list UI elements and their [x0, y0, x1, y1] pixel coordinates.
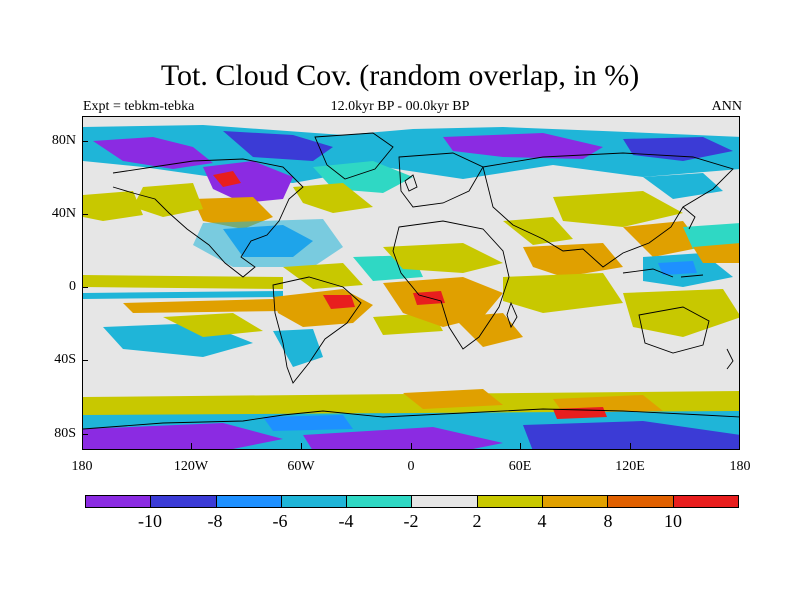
arctic-purple-2: [223, 131, 333, 161]
new-zealand-coast: [726, 348, 734, 370]
equatorial-cyan-line: [83, 291, 283, 299]
pacific-west-cyan: [683, 223, 739, 251]
south-america-cyan: [273, 329, 323, 367]
japan-coast: [682, 206, 696, 230]
indian-ocean-orange: [523, 243, 623, 277]
map-title: Tot. Cloud Cov. (random overlap, in %): [160, 59, 640, 92]
period-label: 12.0kyr BP - 00.0kyr BP: [330, 99, 470, 114]
lon-label-180e: 180: [729, 459, 751, 474]
anomaly-patches: [83, 125, 739, 449]
south-america-coast: [272, 276, 362, 384]
colorbar: [85, 495, 739, 508]
colorbar-label: 8: [603, 511, 613, 531]
australia-yellow: [623, 289, 739, 337]
lon-label-60w: 60W: [287, 459, 315, 474]
lon-label-60e: 60E: [508, 459, 532, 474]
colorbar-label: 10: [664, 511, 682, 531]
uk-coast: [404, 174, 418, 192]
colorbar-box: [151, 496, 217, 507]
colorbar-label: -2: [403, 511, 419, 531]
lon-label-120w: 120W: [173, 459, 209, 474]
north-america-orange: [193, 197, 273, 229]
south-pacific-yellow: [163, 313, 263, 337]
southern-ocean-orange-1: [403, 389, 503, 409]
lon-label-180w: 180: [71, 459, 93, 474]
lat-tick: [82, 214, 88, 215]
southern-africa-orange: [453, 313, 523, 347]
colorbar-box: [216, 496, 282, 507]
africa-coast: [392, 220, 510, 350]
season-label: ANN: [711, 99, 742, 114]
lon-tick: [301, 443, 302, 450]
europe-coast: [398, 152, 484, 208]
hudson-purple: [203, 161, 293, 203]
lon-tick: [191, 443, 192, 450]
lat-label-80n: 80N: [51, 133, 76, 148]
lat-label-40n: 40N: [51, 206, 76, 221]
antarctic-purple-3: [523, 421, 739, 449]
colorbar-label: 2: [472, 511, 482, 531]
north-america-coast: [112, 158, 304, 278]
atlantic-north-yellow: [293, 183, 373, 213]
colorbar-box: [673, 496, 738, 507]
maritime-blue: [658, 261, 697, 275]
lon-tick: [520, 443, 521, 450]
colorbar-label: -10: [138, 511, 162, 531]
experiment-label: Expt = tebkm-tebka: [83, 99, 195, 114]
coastlines: [83, 132, 739, 430]
pacific-west-orange: [693, 243, 739, 263]
lat-label-80s: 80S: [54, 426, 76, 441]
map-panel: [82, 116, 740, 450]
eurasia-arctic-purple: [443, 133, 603, 159]
arctic-purple-1: [93, 137, 213, 169]
arabia-yellow: [503, 217, 573, 245]
amazon-red: [323, 295, 355, 309]
greenland-coast: [314, 132, 394, 180]
antarctica-coast: [83, 408, 739, 430]
lon-label-120e: 120E: [615, 459, 645, 474]
australia-coast: [638, 306, 710, 354]
lat-tick: [82, 141, 88, 142]
indian-ocean-yellow: [503, 273, 623, 313]
antarctic-red: [553, 407, 607, 419]
colorbar-label: 4: [537, 511, 547, 531]
asia-yellow: [553, 191, 683, 227]
colorbar-box: [412, 496, 478, 507]
south-america-yellow: [283, 263, 363, 289]
lon-tick: [411, 443, 412, 450]
lat-label-40s: 40S: [54, 352, 76, 367]
lon-tick: [630, 443, 631, 450]
lon-label-0: 0: [407, 459, 415, 474]
north-america-yellow: [133, 183, 203, 217]
lat-label-0: 0: [69, 279, 76, 294]
equatorial-orange-belt: [123, 299, 283, 313]
madagascar-coast: [506, 301, 518, 329]
colorbar-box: [477, 496, 544, 507]
colorbar-box: [347, 496, 413, 507]
colorbar-box: [86, 496, 152, 507]
colorbar-label: -4: [338, 511, 354, 531]
north-pacific-yellow: [83, 191, 143, 221]
colorbar-label: -6: [272, 511, 288, 531]
indonesia-coast: [622, 268, 704, 278]
north-pacific-cyan: [643, 173, 723, 199]
antarctic-purple-1: [83, 423, 283, 449]
antarctic-blue: [263, 415, 353, 431]
hudson-red: [213, 171, 241, 187]
equatorial-yellow-belt: [83, 275, 283, 289]
colorbar-box: [543, 496, 609, 507]
asia-coast: [482, 152, 734, 268]
lat-tick: [82, 360, 88, 361]
colorbar-box: [608, 496, 674, 507]
colorbar-box: [281, 496, 348, 507]
sahara-yellow: [383, 243, 503, 273]
lat-tick: [82, 434, 88, 435]
lat-tick: [82, 287, 88, 288]
east-asia-orange: [623, 221, 703, 257]
antarctic-purple-2: [303, 427, 503, 449]
colorbar-label: -8: [207, 511, 223, 531]
caribbean-cyan: [193, 219, 343, 267]
cloud-cover-field: [83, 125, 739, 449]
